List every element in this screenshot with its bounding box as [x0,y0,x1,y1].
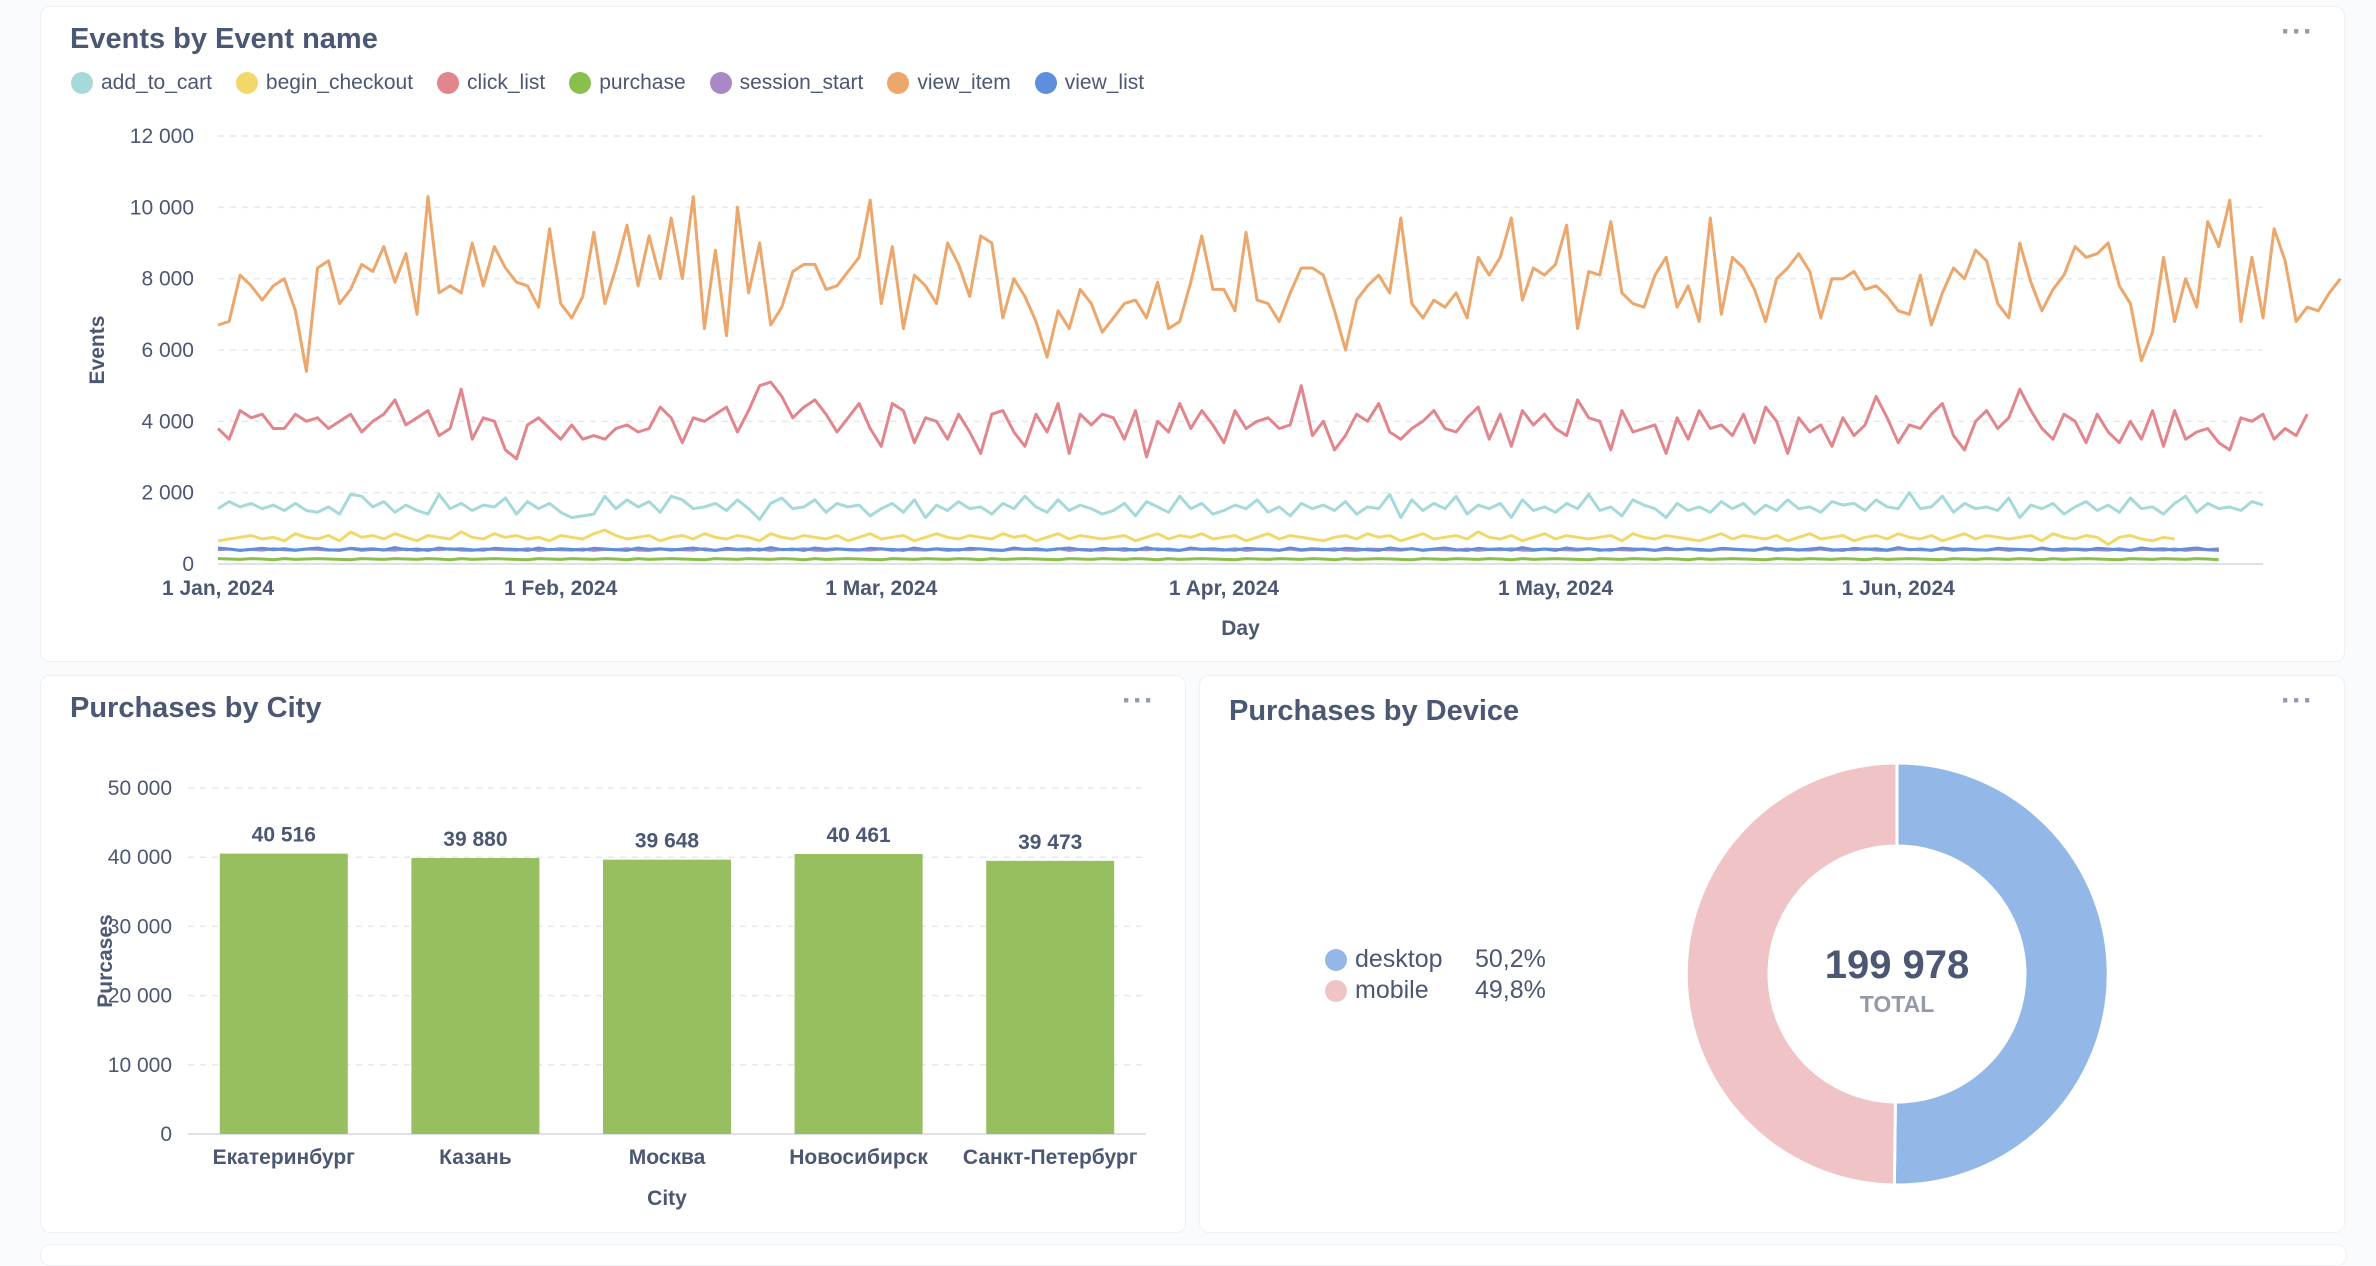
city-bar-value-label: 39 473 [1018,831,1082,854]
legend-label: add_to_cart [101,71,212,94]
legend-label: desktop [1355,945,1443,973]
legend-percent: 49,8% [1475,976,1546,1004]
legend-item-view-list[interactable]: view_list [1034,71,1145,95]
legend-dot-icon [235,72,258,94]
events-ytick-label: 10 000 [130,196,194,219]
city-xtick-label: Санкт-Петербург [963,1146,1138,1169]
city-ytick-label: 50 000 [108,777,172,800]
legend-item-purchase[interactable]: purchase [569,71,686,95]
events-ytick-label: 2 000 [141,482,194,505]
events-ytick-label: 12 000 [130,125,194,148]
city-card-menu-icon[interactable]: ··· [1122,684,1155,717]
legend-label: view_item [917,71,1011,94]
events-x-axis-label: Day [1221,617,1260,640]
legend-item-view-item[interactable]: view_item [887,71,1011,95]
city-bar[interactable] [986,860,1115,1134]
city-bar-chart: 0 10 000 20 000 30 000 40 000 50 000 40 516 Ека… [94,777,1146,1210]
city-ytick-label: 40 000 [108,846,172,869]
legend-label: session_start [739,71,864,94]
events-xtick-label: 1 Apr, 2024 [1169,577,1279,600]
city-bar[interactable] [794,854,923,1134]
events-ytick-label: 0 [182,553,194,576]
city-bar-value-label: 39 648 [635,830,700,853]
series-line-click-list[interactable] [216,380,2309,461]
events-xtick-label: 1 May, 2024 [1498,577,1614,600]
city-bar-value-label: 40 516 [252,824,316,847]
legend-dot-icon [437,72,460,94]
city-ytick-label: 10 000 [108,1054,172,1077]
city-bar[interactable] [219,853,348,1134]
series-line-add-to-cart[interactable] [217,491,2264,521]
legend-label: click_list [467,71,546,94]
legend-item-add-to-cart[interactable]: add_to_cart [71,71,212,95]
city-chart-title[interactable]: Purchases by City [70,692,322,724]
city-xtick-label: Екатеринбург [213,1146,356,1169]
city-bar-value-label: 39 880 [443,828,507,851]
legend-label: view_list [1064,71,1145,94]
city-bar[interactable] [603,859,731,1134]
events-xtick-label: 1 Jan, 2024 [162,577,274,600]
donut-slice-desktop[interactable] [1892,761,2110,1187]
device-card-menu-icon[interactable]: ··· [2281,684,2314,717]
events-ytick-label: 4 000 [141,410,194,433]
legend-label: purchase [599,71,686,94]
legend-item-desktop[interactable]: desktop 50,2% [1325,944,1565,975]
events-legend: add_to_cart begin_checkout click_list pu… [71,71,1144,95]
legend-dot-icon [887,72,910,94]
device-donut-chart: 199 978 TOTAL [1684,761,2110,1187]
legend-dot-icon [1325,948,1347,971]
city-ytick-label: 0 [160,1123,172,1146]
city-x-axis-label: City [647,1187,687,1210]
events-xtick-label: 1 Feb, 2024 [504,577,618,600]
legend-label: mobile [1355,976,1429,1004]
device-chart-card: Purchases by Device ··· desktop 50,2% mo… [1199,675,2345,1233]
series-line-view-item[interactable] [217,195,2342,373]
events-y-axis-label: Events [86,316,109,385]
legend-dot-icon [71,72,93,94]
events-chart-card: Events by Event name ··· add_to_cart beg… [40,6,2345,662]
legend-dot-icon [1034,72,1057,94]
legend-item-mobile[interactable]: mobile 49,8% [1325,975,1565,1006]
city-xtick-label: Новосибирск [789,1146,928,1169]
device-chart-title[interactable]: Purchases by Device [1229,695,1520,727]
legend-dot-icon [709,72,732,94]
device-legend: desktop 50,2% mobile 49,8% [1325,944,1565,1006]
next-card-edge [40,1244,2347,1266]
events-line-chart: 0 2 000 4 000 6 000 8 000 10 000 12 000 1 Jan, … [86,125,2342,640]
legend-item-session-start[interactable]: session_start [709,71,864,95]
events-ytick-label: 6 000 [141,339,194,362]
city-y-axis-label: Purcases [94,914,117,1007]
legend-item-begin-checkout[interactable]: begin_checkout [235,71,414,95]
city-chart-card: Purchases by City ··· 0 10 000 20 000 30 00… [40,675,1186,1233]
city-bar[interactable] [411,858,540,1134]
legend-dot-icon [569,72,592,94]
events-card-menu-icon[interactable]: ··· [2281,15,2314,48]
legend-label: begin_checkout [265,71,414,94]
city-ytick-label: 30 000 [108,915,172,938]
city-ytick-label: 20 000 [108,985,172,1008]
series-line-purchase[interactable] [217,557,2219,562]
legend-percent: 50,2% [1475,945,1546,973]
city-xtick-label: Москва [629,1146,706,1169]
series-line-begin-checkout[interactable] [217,528,2175,546]
events-xtick-label: 1 Jun, 2024 [1842,577,1956,600]
donut-total-value: 199 978 [1825,943,1970,987]
events-ytick-label: 8 000 [141,268,194,291]
donut-total-label: TOTAL [1860,991,1935,1017]
city-xtick-label: Казань [439,1146,512,1169]
events-xtick-label: 1 Mar, 2024 [825,577,937,600]
legend-item-click-list[interactable]: click_list [437,71,545,95]
legend-dot-icon [1325,979,1347,1002]
donut-slice-mobile[interactable] [1684,761,1899,1187]
events-chart-title[interactable]: Events by Event name [70,23,378,55]
city-bar-value-label: 40 461 [826,824,891,847]
series-line-view-list[interactable] [217,546,2219,552]
